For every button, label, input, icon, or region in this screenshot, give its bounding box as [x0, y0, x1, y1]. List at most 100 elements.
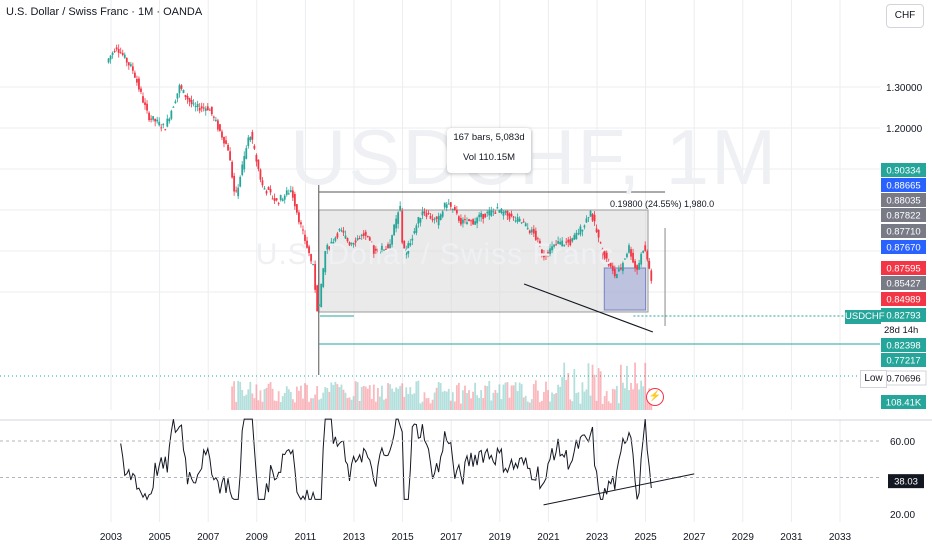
- candle-body: [634, 261, 636, 268]
- volume-bar: [611, 388, 614, 410]
- candle-body: [275, 198, 278, 201]
- volume-bar: [308, 401, 310, 410]
- candle-body: [364, 231, 367, 236]
- candle-body: [391, 235, 393, 245]
- volume-bar: [541, 400, 543, 410]
- flash-icon[interactable]: ⚡: [646, 388, 664, 406]
- volume-bar: [328, 391, 331, 410]
- symbol-tag[interactable]: USDCHF: [845, 310, 885, 324]
- volume-bar: [379, 396, 381, 410]
- volume-bar: [599, 371, 602, 410]
- volume-bar: [617, 403, 620, 410]
- candle-body: [518, 218, 521, 222]
- volume-bar: [605, 391, 608, 410]
- candle-body: [148, 112, 150, 121]
- volume-bar: [237, 380, 240, 410]
- candle-body: [543, 253, 545, 258]
- price-tag-label: 0.84989: [886, 295, 920, 306]
- volume-bar: [536, 390, 539, 410]
- volume-bar: [559, 386, 562, 410]
- candle-body: [352, 243, 355, 245]
- candle-body: [403, 240, 406, 258]
- volume-bar: [352, 396, 355, 410]
- volume-bar: [615, 385, 618, 410]
- candle-body: [164, 129, 167, 131]
- volume-bar: [417, 380, 420, 410]
- candle-body: [429, 216, 432, 219]
- candle-body: [336, 233, 339, 238]
- candle-body: [172, 106, 175, 108]
- volume-bar: [261, 401, 264, 410]
- volume-bar: [466, 392, 468, 410]
- volume-bar: [547, 390, 549, 410]
- price-tag: [881, 261, 926, 275]
- candle-body: [326, 244, 329, 250]
- volume-bar: [383, 399, 385, 410]
- x-tick-label: 2009: [246, 532, 269, 543]
- candle-body: [445, 204, 448, 208]
- candle-body: [360, 234, 363, 237]
- volume-bar: [425, 398, 428, 410]
- volume-bar: [243, 395, 246, 410]
- volume-bar: [609, 403, 612, 410]
- candle-body: [536, 238, 539, 240]
- volume-bar: [506, 382, 509, 410]
- trendline: [523, 283, 654, 333]
- candle-body: [212, 116, 215, 118]
- candle-body: [443, 202, 446, 208]
- candle-body: [178, 85, 181, 94]
- candle-body: [561, 240, 564, 247]
- volume-bar: [381, 385, 383, 410]
- x-tick-label: 2013: [343, 532, 366, 543]
- volume-bar: [603, 396, 606, 410]
- volume-bar: [245, 394, 248, 410]
- candle-body: [295, 204, 298, 213]
- x-tick-label: 2023: [586, 532, 609, 543]
- candle-body: [441, 211, 444, 217]
- candle-body: [235, 190, 238, 192]
- candle-body: [480, 212, 483, 218]
- candle-body: [462, 219, 464, 224]
- candle-body: [196, 103, 199, 108]
- volume-bar: [583, 391, 586, 410]
- volume-bar: [395, 387, 398, 410]
- candle-body: [593, 214, 596, 222]
- candle-body: [613, 268, 616, 277]
- volume-bar: [291, 399, 294, 410]
- candle-body: [504, 210, 507, 213]
- volume-bar: [334, 381, 337, 410]
- candle-body: [150, 118, 152, 120]
- candle-body: [115, 47, 118, 50]
- price-tag-label: 0.87822: [886, 211, 920, 222]
- candle-body: [279, 195, 282, 200]
- volume-bar: [445, 391, 448, 410]
- candle-body: [350, 242, 353, 244]
- candle-body: [615, 273, 618, 279]
- volume-bar: [526, 401, 529, 410]
- volume-bar: [423, 392, 426, 410]
- candle-body: [650, 270, 653, 281]
- candle-body: [214, 119, 217, 121]
- volume-bar: [385, 398, 387, 410]
- candle-body: [127, 62, 130, 66]
- candle-body: [575, 232, 578, 240]
- volume-bar: [538, 402, 541, 410]
- candle-body: [555, 244, 557, 246]
- candle-body: [553, 244, 555, 247]
- volume-bar: [407, 393, 410, 410]
- candle-body: [210, 106, 213, 115]
- volume-bar: [569, 399, 572, 410]
- volume-bar: [370, 398, 373, 410]
- volume-bar: [389, 384, 391, 410]
- candle-body: [636, 265, 638, 270]
- candle-body: [387, 244, 389, 249]
- currency-button[interactable]: CHF: [886, 4, 924, 28]
- candle-body: [577, 233, 580, 235]
- candle-body: [362, 233, 365, 236]
- candle-body: [111, 52, 114, 55]
- candle-body: [490, 210, 493, 216]
- candle-body: [538, 240, 541, 245]
- candle-body: [146, 103, 148, 111]
- candle-body: [259, 169, 262, 180]
